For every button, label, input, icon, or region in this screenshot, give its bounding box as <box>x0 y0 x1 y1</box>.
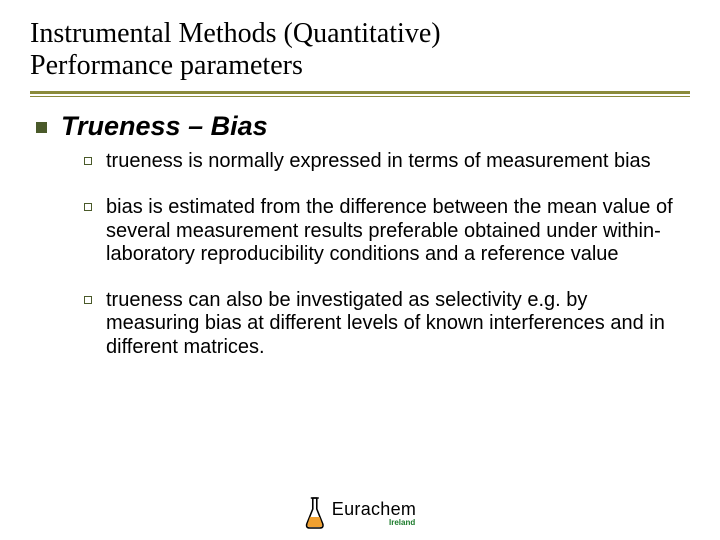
sub-bullet-list: trueness is normally expressed in terms … <box>36 150 684 359</box>
heading-text: Trueness – Bias <box>61 111 268 142</box>
logo-main-text: Eurachem <box>332 500 416 518</box>
title-underline <box>30 91 690 97</box>
list-item: bias is estimated from the difference be… <box>84 196 680 267</box>
slide: Instrumental Methods (Quantitative) Perf… <box>0 0 720 540</box>
square-bullet-icon <box>36 122 47 133</box>
hollow-square-bullet-icon <box>84 157 92 165</box>
list-item: trueness is normally expressed in terms … <box>84 150 680 174</box>
hollow-square-bullet-icon <box>84 296 92 304</box>
hollow-square-bullet-icon <box>84 203 92 211</box>
heading-row: Trueness – Bias <box>36 111 684 142</box>
slide-title: Instrumental Methods (Quantitative) Perf… <box>30 18 690 88</box>
content-area: Trueness – Bias trueness is normally exp… <box>30 111 690 359</box>
bullet-text: bias is estimated from the difference be… <box>106 196 680 267</box>
logo-text: Eurachem Ireland <box>332 500 416 527</box>
logo-sub-text: Ireland <box>389 519 415 527</box>
bullet-text: trueness is normally expressed in terms … <box>106 150 651 174</box>
list-item: trueness can also be investigated as sel… <box>84 289 680 360</box>
flask-icon <box>304 496 326 530</box>
bullet-text: trueness can also be investigated as sel… <box>106 289 680 360</box>
title-line-1: Instrumental Methods (Quantitative) <box>30 18 690 50</box>
title-line-2: Performance parameters <box>30 50 690 82</box>
footer-logo: Eurachem Ireland <box>304 496 416 530</box>
